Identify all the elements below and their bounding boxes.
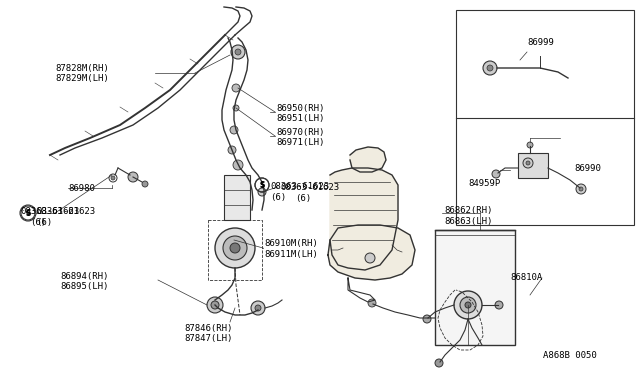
Circle shape	[460, 297, 476, 313]
Text: (6): (6)	[30, 218, 46, 227]
Text: (6): (6)	[270, 192, 286, 202]
Text: 87828M(RH): 87828M(RH)	[55, 64, 109, 73]
Text: 86810A: 86810A	[510, 273, 542, 282]
Text: 86863(LH): 86863(LH)	[444, 217, 492, 225]
Bar	[224, 175, 250, 220]
Circle shape	[579, 187, 583, 191]
Text: 86951(LH): 86951(LH)	[276, 113, 324, 122]
Circle shape	[255, 305, 261, 311]
Circle shape	[230, 243, 240, 253]
Circle shape	[576, 184, 586, 194]
Circle shape	[251, 301, 265, 315]
Circle shape	[258, 188, 266, 196]
Circle shape	[228, 146, 236, 154]
Text: 86971(LH): 86971(LH)	[276, 138, 324, 147]
Circle shape	[230, 126, 238, 134]
Text: 86910M(RH): 86910M(RH)	[264, 238, 317, 247]
Circle shape	[223, 236, 247, 260]
Circle shape	[111, 176, 115, 180]
Text: S: S	[259, 182, 264, 188]
Text: 86895(LH): 86895(LH)	[60, 282, 108, 292]
Text: A868B 0050: A868B 0050	[543, 352, 596, 360]
Bar	[208, 220, 262, 280]
Text: 86970(RH): 86970(RH)	[276, 128, 324, 137]
Text: 87847(LH): 87847(LH)	[184, 334, 232, 343]
Circle shape	[231, 45, 245, 59]
Text: 86911M(LH): 86911M(LH)	[264, 250, 317, 259]
Text: 87829M(LH): 87829M(LH)	[55, 74, 109, 83]
Text: 84959P: 84959P	[468, 179, 500, 187]
Circle shape	[233, 105, 239, 111]
Bar	[518, 153, 548, 178]
Text: 86999: 86999	[527, 38, 554, 46]
Circle shape	[454, 291, 482, 319]
Circle shape	[495, 301, 503, 309]
Circle shape	[492, 170, 500, 178]
Circle shape	[523, 158, 533, 168]
Polygon shape	[330, 168, 398, 270]
Circle shape	[211, 301, 219, 309]
Text: 86862(RH): 86862(RH)	[444, 205, 492, 215]
Circle shape	[423, 315, 431, 323]
Polygon shape	[350, 147, 386, 172]
Circle shape	[465, 302, 471, 308]
Text: S: S	[26, 208, 31, 218]
Circle shape	[142, 181, 148, 187]
Text: 86980: 86980	[68, 183, 95, 192]
Circle shape	[487, 65, 493, 71]
Polygon shape	[328, 225, 415, 280]
Circle shape	[128, 172, 138, 182]
Circle shape	[207, 297, 223, 313]
Circle shape	[435, 359, 443, 367]
Circle shape	[215, 228, 255, 268]
Text: 86894(RH): 86894(RH)	[60, 272, 108, 280]
Text: 08363-61623: 08363-61623	[36, 206, 95, 215]
Text: 86950(RH): 86950(RH)	[276, 103, 324, 112]
Text: 87846(RH): 87846(RH)	[184, 324, 232, 333]
Circle shape	[527, 142, 533, 148]
Circle shape	[368, 299, 376, 307]
Text: S: S	[26, 210, 31, 216]
Text: (6): (6)	[36, 218, 52, 227]
Text: (6): (6)	[295, 193, 311, 202]
Text: 08363-61623: 08363-61623	[20, 206, 79, 215]
Circle shape	[526, 161, 530, 165]
Circle shape	[233, 160, 243, 170]
Text: 08363-61623: 08363-61623	[270, 182, 329, 190]
Circle shape	[365, 253, 375, 263]
Text: 08363-61623: 08363-61623	[280, 183, 339, 192]
Circle shape	[232, 84, 240, 92]
Bar	[435, 230, 515, 345]
Bar	[456, 10, 634, 225]
Circle shape	[235, 49, 241, 55]
Text: 86990: 86990	[574, 164, 601, 173]
Text: S: S	[259, 180, 265, 189]
Circle shape	[483, 61, 497, 75]
